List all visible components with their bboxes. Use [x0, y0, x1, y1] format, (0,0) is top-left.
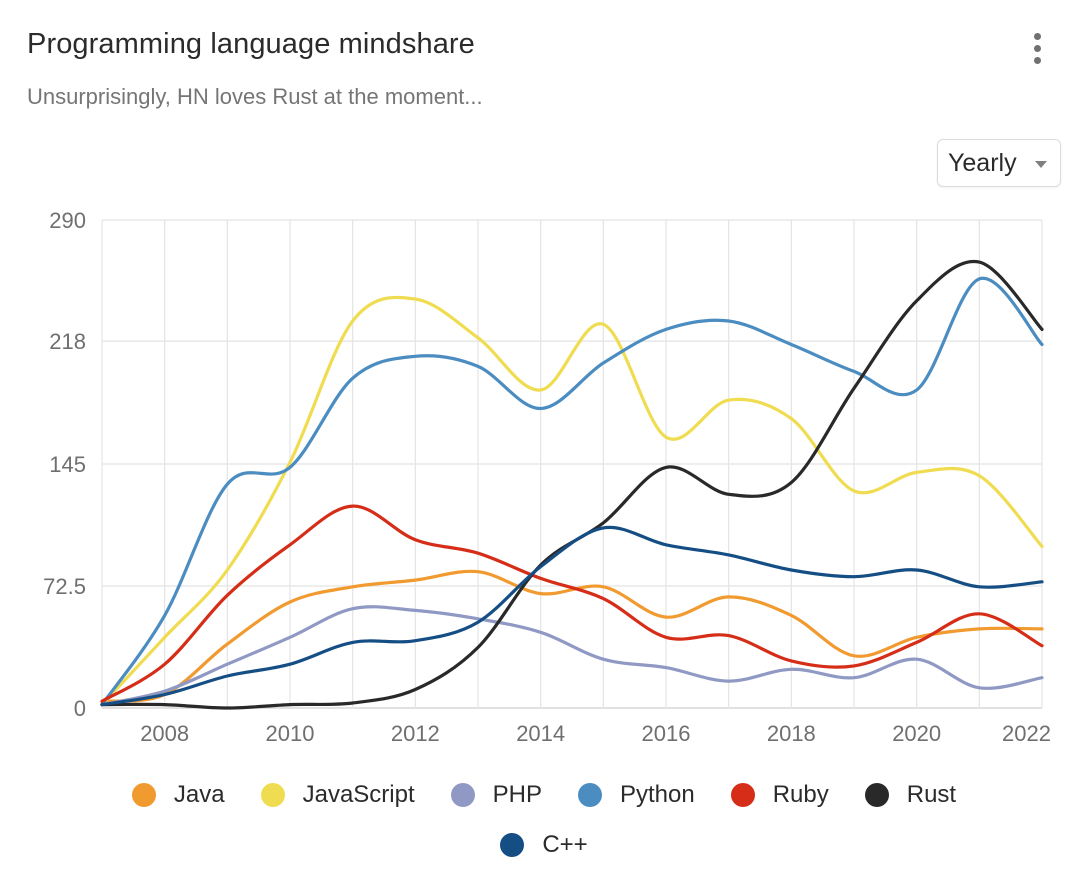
- legend-label: Java: [173, 781, 225, 808]
- period-select-value: Yearly: [948, 148, 1017, 177]
- kebab-dot: [1033, 44, 1041, 52]
- legend-item-cpp[interactable]: C++: [500, 831, 588, 859]
- legend-row: C++: [0, 820, 1088, 870]
- kebab-dot: [1033, 56, 1041, 64]
- legend-label: Rust: [906, 781, 957, 808]
- legend-swatch: [864, 783, 889, 807]
- legend-item-rust[interactable]: Rust: [864, 781, 957, 809]
- y-tick-label: 218: [49, 329, 86, 354]
- x-tick-label: 2022: [1002, 721, 1051, 746]
- series-line-javascript: [100, 295, 1044, 707]
- chart-legend: Java JavaScript PHP Python Ruby Rust C++: [0, 770, 1088, 870]
- kebab-dot: [1033, 32, 1041, 40]
- x-tick-label: 2018: [767, 721, 816, 746]
- series-line-cpp: [100, 525, 1044, 707]
- legend-swatch: [578, 783, 602, 807]
- legend-item-java[interactable]: Java: [131, 781, 225, 809]
- legend-swatch: [500, 833, 525, 857]
- legend-label: JavaScript: [302, 781, 415, 808]
- series-line-rust: [100, 259, 1044, 710]
- legend-swatch: [260, 783, 285, 807]
- chart-title: Programming language mindshare: [27, 28, 475, 60]
- x-tick-label: 2016: [642, 721, 691, 746]
- legend-item-javascript[interactable]: JavaScript: [260, 781, 415, 809]
- legend-item-ruby[interactable]: Ruby: [730, 781, 829, 809]
- y-tick-label: 145: [49, 452, 86, 477]
- legend-swatch: [450, 783, 475, 807]
- x-tick-label: 2010: [266, 721, 315, 746]
- x-tick-label: 2008: [140, 721, 189, 746]
- series-line-python: [100, 276, 1044, 707]
- chevron-down-icon: [1035, 161, 1047, 168]
- x-tick-label: 2020: [892, 721, 941, 746]
- series-line-ruby: [100, 504, 1044, 703]
- legend-swatch: [131, 783, 156, 807]
- legend-label: Ruby: [772, 781, 829, 808]
- series-line-php: [100, 605, 1044, 707]
- legend-label: Python: [620, 781, 695, 808]
- legend-label: PHP: [492, 781, 542, 808]
- series-line-java: [100, 569, 1044, 703]
- y-tick-label: 0: [74, 696, 86, 721]
- x-tick-label: 2012: [391, 721, 440, 746]
- y-tick-label: 72.5: [43, 574, 86, 599]
- y-tick-label: 290: [49, 208, 86, 233]
- kebab-menu-icon[interactable]: [1022, 30, 1052, 66]
- x-tick-label: 2014: [516, 721, 565, 746]
- chart-subtitle: Unsurprisingly, HN loves Rust at the mom…: [27, 84, 483, 109]
- legend-item-php[interactable]: PHP: [450, 781, 542, 809]
- legend-label: C++: [542, 831, 588, 858]
- legend-swatch: [730, 783, 755, 807]
- legend-row: Java JavaScript PHP Python Ruby Rust: [0, 770, 1088, 820]
- period-select[interactable]: Yearly: [937, 139, 1061, 187]
- legend-item-python[interactable]: Python: [578, 781, 695, 809]
- line-chart: 0 72.5 145 218 290 2008 2010 2012 2014 2016 2018 20…: [43, 208, 1051, 746]
